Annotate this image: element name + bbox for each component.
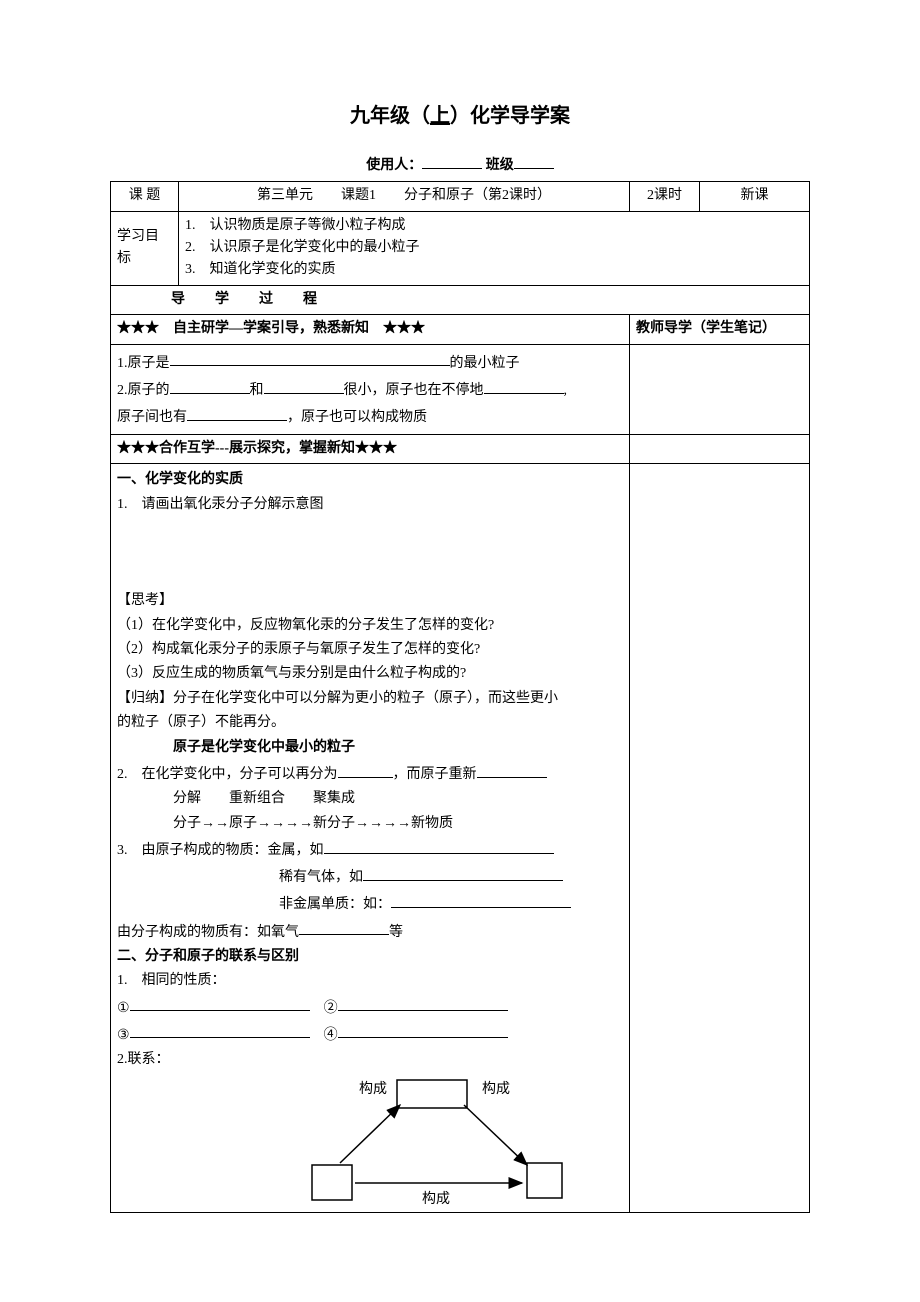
heading-1: 一、化学变化的实质: [117, 469, 623, 491]
fill-blank[interactable]: [264, 377, 344, 394]
title-prefix: 九年级（: [350, 105, 430, 127]
arrows-line: 分子→→原子→→→→新分子→→→→新物质: [117, 813, 623, 835]
table-row: 学习目标 1. 认识物质是原子等微小粒子构成 2. 认识原子是化学变化中的最小粒…: [111, 211, 810, 285]
diagram-arrow-right: [464, 1105, 527, 1165]
topic-value: 第三单元 课题1 分子和原子（第2课时）: [179, 182, 630, 211]
think-label: 【思考】: [117, 590, 623, 612]
process-header: 导学过程: [111, 285, 810, 314]
p3-nonmetal: 非金属单质：如：: [279, 897, 391, 912]
circled-4: ④: [324, 1027, 338, 1042]
fill-blank[interactable]: [324, 837, 554, 854]
drawing-area[interactable]: [117, 518, 623, 588]
content-p1: 1. 请画出氧化汞分子分解示意图: [117, 494, 623, 516]
fill-blank[interactable]: [484, 377, 564, 394]
s1-line2-pre: 2.原子的: [117, 383, 170, 398]
table-row: 课 题 第三单元 课题1 分子和原子（第2课时） 2课时 新课: [111, 182, 810, 211]
class-label: 班级: [486, 158, 514, 173]
class-blank[interactable]: [514, 152, 554, 169]
question-2: （2）构成氧化汞分子的汞原子与氧原子发生了怎样的变化?: [117, 639, 623, 661]
goal-item: 3. 知道化学变化的实质: [185, 259, 803, 281]
teacher-notes-cell[interactable]: [630, 435, 810, 464]
section2-title: ★★★合作互学---展示探究，掌握新知★★★: [111, 435, 630, 464]
teacher-notes-cell[interactable]: [630, 344, 810, 435]
fill-blank[interactable]: [338, 995, 508, 1012]
fill-blank[interactable]: [338, 761, 393, 778]
p2-pre: 2. 在化学变化中，分子可以再分为: [117, 767, 338, 782]
section1-content: 1.原子是 的最小粒子 2.原子的 和 很小，原子也在不停地, 原子间也有 ，原子也可以…: [111, 344, 630, 435]
summary-line2: 的粒子（原子）不能再分。: [117, 712, 623, 734]
s1-line3-post: ，原子也可以构成物质: [287, 410, 427, 425]
goals-label: 学习目标: [111, 211, 179, 285]
table-row: 一、化学变化的实质 1. 请画出氧化汞分子分解示意图 【思考】 （1）在化学变化…: [111, 464, 810, 1213]
diagram-right-box[interactable]: [527, 1163, 562, 1198]
goals-cell: 1. 认识物质是原子等微小粒子构成 2. 认识原子是化学变化中的最小粒子 3. …: [179, 211, 810, 285]
s1-line1-post: 的最小粒子: [450, 355, 520, 370]
main-content: 一、化学变化的实质 1. 请画出氧化汞分子分解示意图 【思考】 （1）在化学变化…: [111, 464, 630, 1213]
table-row: 1.原子是 的最小粒子 2.原子的 和 很小，原子也在不停地, 原子间也有 ，原子也可以…: [111, 344, 810, 435]
fill-blank[interactable]: [299, 919, 389, 936]
goal-item: 1. 认识物质是原子等微小粒子构成: [185, 215, 803, 237]
diagram-top-box[interactable]: [397, 1080, 467, 1108]
p3-noble: 稀有气体，如: [279, 870, 363, 885]
diagram-left-box[interactable]: [312, 1165, 352, 1200]
table-row: ★★★ 自主研学—学案引导，熟悉新知 ★★★ 教师导学（学生笔记）: [111, 315, 810, 344]
goal-item: 2. 认识原子是化学变化中的最小粒子: [185, 237, 803, 259]
s1-line2-mid2: 很小，原子也在不停地: [344, 383, 484, 398]
worksheet-table: 课 题 第三单元 课题1 分子和原子（第2课时） 2课时 新课 学习目标 1. …: [110, 181, 810, 1213]
goals-label-text: 学习目标: [117, 229, 159, 266]
p3-pre: 3. 由原子构成的物质：金属，如: [117, 843, 324, 858]
table-row: ★★★合作互学---展示探究，掌握新知★★★: [111, 435, 810, 464]
type-cell: 新课: [700, 182, 810, 211]
fill-blank[interactable]: [363, 864, 563, 881]
fill-blank[interactable]: [130, 1022, 310, 1039]
p2-mid: ，而原子重新: [393, 767, 477, 782]
teacher-col-header: 教师导学（学生笔记）: [630, 315, 810, 344]
question-1: （1）在化学变化中，反应物氧化汞的分子发生了怎样的变化?: [117, 615, 623, 637]
table-row: 导学过程: [111, 285, 810, 314]
fill-blank[interactable]: [477, 761, 547, 778]
circled-2: ②: [324, 1000, 338, 1015]
circled-1: ①: [117, 1000, 130, 1015]
fill-blank[interactable]: [338, 1022, 508, 1039]
keywords-line: 分解 重新组合 聚集成: [117, 788, 623, 810]
section1-title: ★★★ 自主研学—学案引导，熟悉新知 ★★★: [111, 315, 630, 344]
circled-3: ③: [117, 1027, 130, 1042]
p4-pre: 由分子构成的物质有：如氧气: [117, 924, 299, 939]
fill-blank[interactable]: [170, 350, 450, 367]
user-blank[interactable]: [422, 152, 482, 169]
fill-blank[interactable]: [170, 377, 250, 394]
user-class-line: 使用人： 班级: [110, 152, 810, 177]
diagram-label-topleft: 构成: [359, 1081, 387, 1097]
s1-line1-pre: 1.原子是: [117, 355, 170, 370]
question-3: （3）反应生成的物质氧气与汞分别是由什么粒子构成的?: [117, 663, 623, 685]
user-label: 使用人：: [366, 158, 422, 173]
title-suffix: ）化学导学案: [450, 105, 570, 127]
title-underlined: 上: [430, 105, 450, 127]
summary-line1: 【归纳】分子在化学变化中可以分解为更小的粒子（原子），而这些更小: [117, 688, 623, 710]
relation-diagram: 构成 构成 构成: [267, 1075, 587, 1205]
diagram-label-bottom: 构成: [422, 1191, 450, 1205]
bold-conclusion: 原子是化学变化中最小的粒子: [117, 737, 623, 759]
s1-line2-end: ,: [564, 383, 568, 398]
diagram-label-topright: 构成: [482, 1081, 510, 1097]
content-p5: 1. 相同的性质：: [117, 970, 623, 992]
content-p6: 2.联系：: [117, 1049, 623, 1071]
s1-line3-pre: 原子间也有: [117, 410, 187, 425]
fill-blank[interactable]: [130, 995, 310, 1012]
page-title: 九年级（上）化学导学案: [110, 100, 810, 132]
hours-cell: 2课时: [630, 182, 700, 211]
heading-2: 二、分子和原子的联系与区别: [117, 946, 623, 968]
teacher-notes-cell[interactable]: [630, 464, 810, 1213]
s1-line2-mid1: 和: [250, 383, 264, 398]
topic-label: 课 题: [111, 182, 179, 211]
p4-post: 等: [389, 924, 403, 939]
fill-blank[interactable]: [391, 891, 571, 908]
fill-blank[interactable]: [187, 404, 287, 421]
diagram-arrow-left: [340, 1105, 400, 1163]
